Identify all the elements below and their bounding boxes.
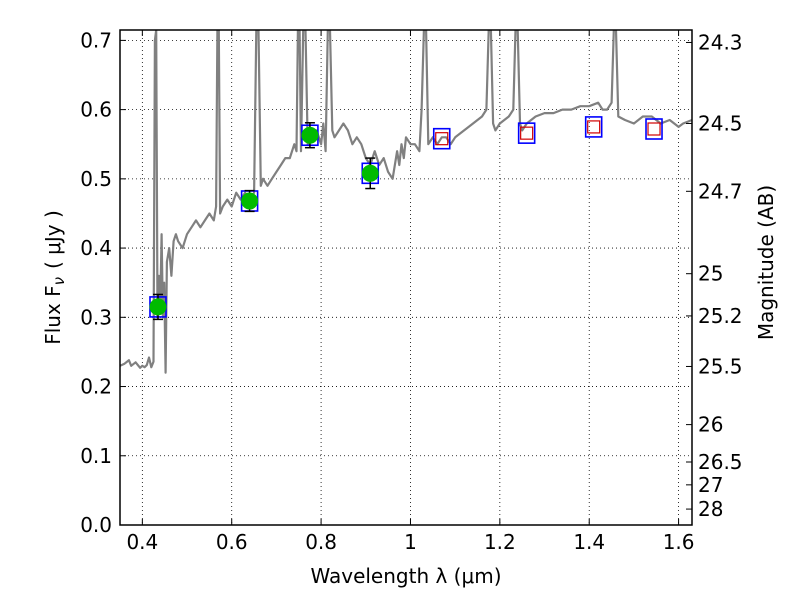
y2-tick-label: 25.5 <box>698 354 743 378</box>
observed-flux-point <box>149 298 167 316</box>
spectrum-layer <box>120 30 692 374</box>
plot-frame <box>119 29 693 526</box>
model-flux-box <box>645 118 663 140</box>
x-tick-label: 0.8 <box>305 530 337 554</box>
y2-tick-label: 26.5 <box>698 450 743 474</box>
photometry-markers <box>149 116 663 321</box>
y-tick-label: 0.2 <box>80 375 112 399</box>
x-tick-label: 0.4 <box>126 530 158 554</box>
y2-tick-label: 25 <box>698 262 723 286</box>
y-tick-label: 0.3 <box>80 305 112 329</box>
model-flux-point <box>647 122 661 136</box>
spectrum-line <box>120 30 692 374</box>
model-flux-point <box>587 120 601 134</box>
x-tick-label: 1.2 <box>484 530 516 554</box>
y2-tick-label: 24.3 <box>698 30 743 54</box>
model-flux-point <box>435 132 449 146</box>
observed-flux-point <box>241 192 259 210</box>
observed-flux-point <box>301 126 319 144</box>
x-tick-label: 1 <box>404 530 417 554</box>
grid-lines <box>120 30 692 526</box>
y-axis-title-sub: ν <box>50 277 68 285</box>
y2-tick-label: 27 <box>698 473 723 497</box>
observed-flux-point <box>361 164 379 182</box>
y2-tick-label: 24.5 <box>698 111 743 135</box>
y2-tick-label: 26 <box>698 413 723 437</box>
y2-tick-label: 28 <box>698 497 723 521</box>
y2-tick-label: 25.2 <box>698 304 743 328</box>
y-tick-label: 0.4 <box>80 236 112 260</box>
x-tick-label: 1.6 <box>663 530 695 554</box>
y-tick-label: 0.1 <box>80 444 112 468</box>
y-tick-label: 0.7 <box>80 28 112 52</box>
y-axis-title-unit: ( μJy ) <box>41 210 65 269</box>
model-flux-box <box>584 116 603 138</box>
axis-ticks: 0.4 0.6 0.8 1 1.2 1.4 1.6 0.0 0.1 0.2 0.3 0.4 0.5 0.6… <box>80 28 742 554</box>
x-tick-label: 1.4 <box>573 530 605 554</box>
model-flux-box <box>432 127 451 150</box>
y2-axis-title: Magnitude (AB) <box>754 185 778 340</box>
y-axis-title: Flux Fν ( μJy ) <box>41 210 68 345</box>
y2-tick-label: 24.7 <box>698 179 743 203</box>
model-flux-box <box>517 122 536 144</box>
model-flux-point <box>520 126 534 140</box>
y-tick-label: 0.5 <box>80 167 112 191</box>
y-tick-label: 0.0 <box>80 513 112 537</box>
y-axis-title-main: Flux F <box>41 285 65 344</box>
y-tick-label: 0.6 <box>80 98 112 122</box>
x-axis-title: Wavelength λ (μm) <box>310 564 501 588</box>
x-tick-label: 0.6 <box>216 530 248 554</box>
